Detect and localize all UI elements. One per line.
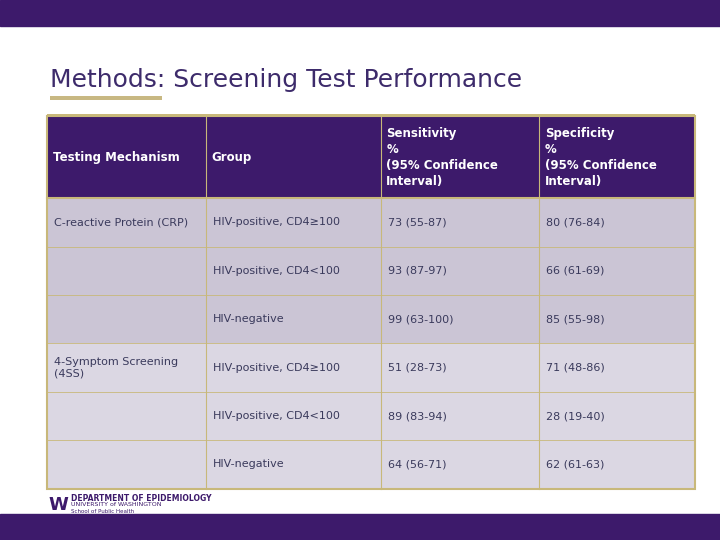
Text: 89 (83-94): 89 (83-94) <box>387 411 446 421</box>
Text: HIV-positive, CD4≥100: HIV-positive, CD4≥100 <box>213 217 340 227</box>
Text: HIV-negative: HIV-negative <box>213 314 284 324</box>
Text: 85 (55-98): 85 (55-98) <box>546 314 605 324</box>
Text: Sensitivity
%
(95% Confidence
Interval): Sensitivity % (95% Confidence Interval) <box>386 126 498 187</box>
Text: 93 (87-97): 93 (87-97) <box>387 266 446 276</box>
Text: Methods: Screening Test Performance: Methods: Screening Test Performance <box>50 68 523 91</box>
Text: HIV-negative: HIV-negative <box>213 460 284 469</box>
Text: School of Public Health: School of Public Health <box>71 509 134 515</box>
Text: HIV-positive, CD4<100: HIV-positive, CD4<100 <box>213 266 340 276</box>
Text: 51 (28-73): 51 (28-73) <box>387 362 446 373</box>
Text: DEPARTMENT OF EPIDEMIOLOGY: DEPARTMENT OF EPIDEMIOLOGY <box>71 494 211 503</box>
Text: 28 (19-40): 28 (19-40) <box>546 411 606 421</box>
Text: Testing Mechanism: Testing Mechanism <box>53 151 179 164</box>
Text: 73 (55-87): 73 (55-87) <box>387 217 446 227</box>
Text: Specificity
%
(95% Confidence
Interval): Specificity % (95% Confidence Interval) <box>545 126 657 187</box>
Text: 62 (61-63): 62 (61-63) <box>546 460 605 469</box>
Text: 71 (48-86): 71 (48-86) <box>546 362 606 373</box>
Text: HIV-positive, CD4<100: HIV-positive, CD4<100 <box>213 411 340 421</box>
Text: HIV-positive, CD4≥100: HIV-positive, CD4≥100 <box>213 362 340 373</box>
Text: 4-Symptom Screening
(4SS): 4-Symptom Screening (4SS) <box>54 357 178 379</box>
Text: 66 (61-69): 66 (61-69) <box>546 266 605 276</box>
Text: 80 (76-84): 80 (76-84) <box>546 217 606 227</box>
Text: W: W <box>49 496 69 514</box>
Text: Group: Group <box>212 151 251 164</box>
Text: UNIVERSITY of WASHINGTON: UNIVERSITY of WASHINGTON <box>71 502 161 508</box>
Text: 99 (63-100): 99 (63-100) <box>387 314 453 324</box>
Text: 64 (56-71): 64 (56-71) <box>387 460 446 469</box>
Text: C-reactive Protein (CRP): C-reactive Protein (CRP) <box>54 217 188 227</box>
